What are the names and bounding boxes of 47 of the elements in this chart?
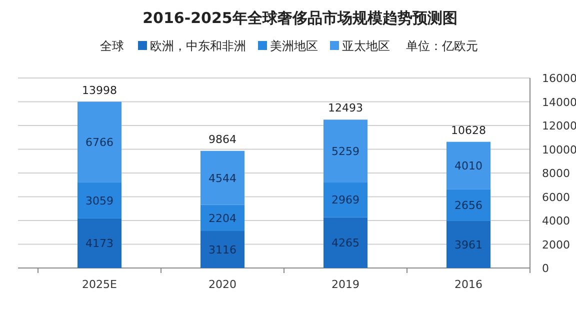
data-label: 4010: [454, 160, 482, 173]
y-tick-label: 8000: [542, 167, 570, 180]
bar: [324, 120, 368, 182]
y-tick-label: 0: [542, 262, 549, 275]
bar: [324, 217, 368, 268]
data-label: 2656: [454, 199, 482, 212]
legend-label: 亚太地区: [342, 39, 390, 53]
x-tick-label: 2020: [208, 278, 236, 291]
y-tick-label: 6000: [542, 190, 570, 204]
bar: [446, 220, 490, 268]
legend-label: 美洲地区: [270, 39, 318, 53]
data-label: 6766: [86, 136, 114, 149]
data-label: 3961: [454, 238, 482, 252]
y-tick-label: 16000: [542, 72, 576, 85]
y-tick-label: 12000: [542, 120, 576, 132]
data-label: 4544: [208, 172, 236, 185]
data-label: 3116: [208, 244, 236, 256]
total-label: 10628: [451, 124, 486, 137]
y-tick-label: 10000: [542, 143, 576, 156]
data-label: 5259: [332, 144, 360, 158]
bar: [78, 182, 122, 218]
data-label: 2969: [332, 194, 360, 207]
bar: [78, 218, 122, 268]
data-label: 4173: [86, 237, 114, 250]
total-label: 9864: [208, 132, 236, 146]
x-tick-label: 2025E: [82, 278, 118, 291]
y-tick-label: 14000: [542, 96, 576, 109]
chart-title: 2016-2025年全球奢侈品市场规模趋势预测图: [142, 9, 458, 27]
bar: [200, 204, 244, 231]
y-axis-title: 单位：亿欧元: [406, 39, 478, 53]
y-tick-label: 4000: [542, 214, 570, 228]
bar: [324, 182, 368, 218]
total-label: 12493: [328, 102, 363, 115]
x-tick-label: 2019: [332, 278, 360, 291]
data-label: 2204: [208, 212, 236, 225]
y-tick-label: 2000: [542, 238, 570, 252]
x-tick-label: 2016: [454, 278, 482, 291]
text: 全球: [100, 39, 124, 53]
bar: [446, 142, 490, 190]
legend-label: 欧洲，中东和非洲: [150, 39, 246, 53]
data-label: 3059: [86, 194, 114, 208]
bar: [200, 230, 244, 268]
data-label: 4265: [332, 236, 360, 250]
total-label: 13998: [82, 84, 117, 97]
bar: [200, 150, 244, 205]
bar: [446, 189, 490, 221]
bar: [78, 102, 122, 182]
